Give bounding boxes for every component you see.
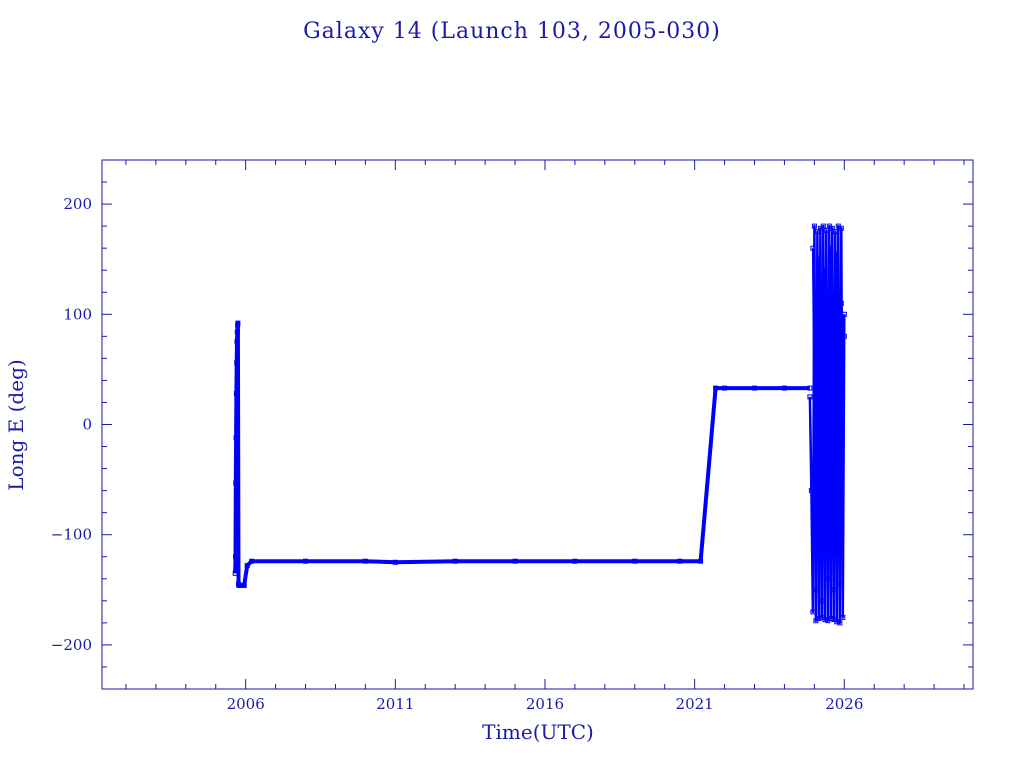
data-point (813, 587, 819, 593)
data-point (829, 532, 835, 538)
data-point (828, 616, 834, 621)
data-point (835, 488, 841, 494)
data-point (808, 488, 814, 494)
data-point (814, 229, 820, 235)
data-point (814, 311, 820, 317)
data-point (831, 587, 837, 593)
data-point (837, 581, 843, 587)
data-point (834, 251, 840, 257)
data-point (828, 245, 834, 251)
data-point (820, 223, 826, 229)
data-point (810, 245, 816, 251)
data-point (832, 388, 838, 394)
data-point (233, 480, 239, 486)
data-point (817, 521, 823, 527)
x-tick-label: 2021 (676, 695, 714, 713)
x-tick-label: 2026 (825, 695, 863, 713)
data-point (238, 582, 244, 588)
data-point (241, 582, 247, 588)
data-point (811, 223, 817, 229)
data-point (303, 558, 308, 564)
data-point (362, 558, 368, 564)
chart-title: Galaxy 14 (Launch 103, 2005-030) (303, 19, 721, 44)
data-point (232, 570, 238, 576)
x-tick-label: 2016 (526, 695, 564, 713)
data-point (811, 510, 817, 516)
data-point (837, 620, 843, 626)
data-point (838, 225, 844, 231)
data-point (840, 614, 846, 620)
data-point (807, 394, 813, 400)
data-point (698, 558, 704, 564)
y-tick-label: 0 (82, 416, 92, 434)
data-point (834, 619, 840, 625)
data-point (234, 329, 240, 335)
data-point (236, 581, 241, 587)
data-point (826, 355, 832, 361)
data-point (829, 225, 835, 231)
x-axis-label: Time(UTC) (482, 720, 594, 744)
y-tick-label: −100 (51, 526, 92, 544)
data-point (832, 229, 838, 235)
data-point (572, 558, 578, 564)
data-point (822, 267, 828, 273)
data-point (677, 558, 683, 564)
data-point (249, 558, 255, 564)
data-point (512, 558, 518, 564)
y-tick-label: 100 (63, 305, 92, 323)
data-point (752, 385, 757, 391)
data-point (233, 554, 238, 560)
data-point (807, 385, 813, 391)
series-line (233, 321, 810, 588)
data-point (244, 563, 250, 569)
data-point (841, 333, 847, 339)
data-point (234, 360, 240, 366)
data-point (233, 435, 239, 441)
y-tick-label: −200 (51, 636, 92, 654)
data-point (632, 558, 638, 564)
data-point (819, 598, 825, 604)
data-point (722, 385, 728, 391)
data-point (781, 385, 787, 391)
data-point (823, 444, 829, 449)
x-tick-label: 2011 (376, 695, 414, 713)
data-point (822, 617, 828, 623)
data-point (233, 391, 239, 397)
data-point (235, 320, 241, 326)
y-tick-label: 200 (63, 195, 92, 213)
series-line (813, 302, 846, 536)
data-point (234, 339, 240, 345)
data-point (392, 559, 398, 565)
data-point (816, 616, 822, 621)
data-point (838, 300, 844, 306)
data-point (823, 228, 829, 233)
series-layer (232, 223, 847, 626)
axis-ticks (102, 159, 973, 690)
y-axis-label: Long E (deg) (4, 359, 28, 490)
tick-labels: 2006 2011 2016 2021 2026 200 100 0 −100 −200 (51, 195, 864, 713)
data-point (825, 576, 831, 582)
data-point (713, 385, 719, 391)
data-point (820, 377, 826, 383)
data-point (816, 256, 822, 262)
data-point (452, 558, 458, 564)
x-tick-label: 2006 (227, 695, 265, 713)
data-point (810, 609, 816, 615)
